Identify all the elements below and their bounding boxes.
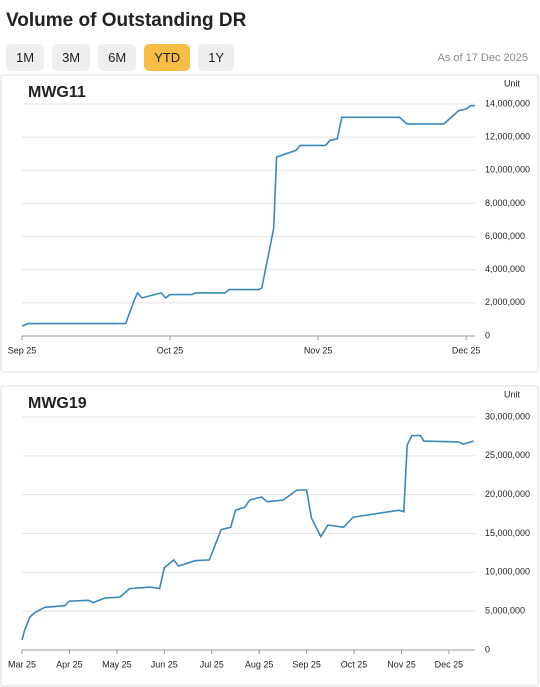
- x-tick-label: Dec 25: [452, 345, 481, 355]
- y-tick-label: 10,000,000: [485, 165, 530, 175]
- data-line: [21, 104, 475, 327]
- range-button[interactable]: YTD: [144, 44, 191, 71]
- y-tick-label: 6,000,000: [485, 231, 525, 241]
- range-button[interactable]: 1M: [6, 44, 45, 71]
- range-buttons: 1M 3M 6M YTD 1Y: [6, 44, 235, 71]
- x-tick-label: Jul 25: [200, 659, 224, 669]
- chart-title: MWG11: [28, 84, 86, 101]
- page-title: Volume of Outstanding DR: [6, 10, 247, 31]
- y-tick-label: 0: [485, 330, 490, 340]
- range-button[interactable]: 1Y: [198, 44, 235, 71]
- x-tick-label: Nov 25: [304, 345, 333, 355]
- y-tick-label: 5,000,000: [485, 606, 525, 616]
- y-tick-label: 15,000,000: [485, 528, 530, 538]
- x-tick-label: Jun 25: [151, 659, 178, 669]
- y-tick-label: 2,000,000: [485, 297, 525, 307]
- x-tick-label: Apr 25: [56, 659, 83, 669]
- x-tick-label: Oct 25: [341, 659, 368, 669]
- y-axis-label: Unit: [504, 78, 521, 88]
- y-axis-label: Unit: [504, 389, 521, 399]
- y-tick-label: 8,000,000: [485, 198, 525, 208]
- y-tick-label: 20,000,000: [485, 489, 530, 499]
- y-tick-label: 12,000,000: [485, 132, 530, 142]
- y-tick-label: 0: [485, 644, 490, 654]
- y-tick-label: 14,000,000: [485, 98, 530, 108]
- x-tick-label: Oct 25: [157, 345, 184, 355]
- data-line: [21, 434, 474, 641]
- x-tick-label: Mar 25: [8, 659, 36, 669]
- chart-panel: [0, 74, 539, 373]
- x-tick-label: Aug 25: [245, 659, 274, 669]
- range-button[interactable]: 6M: [98, 44, 137, 71]
- x-tick-label: Dec 25: [435, 659, 464, 669]
- as-of-date: As of 17 Dec 2025: [437, 52, 528, 64]
- x-tick-label: May 25: [102, 659, 132, 669]
- x-tick-label: Sep 25: [8, 345, 37, 355]
- chart-panel: [0, 385, 539, 687]
- y-tick-label: 10,000,000: [485, 567, 530, 577]
- chart-title: MWG19: [28, 395, 87, 412]
- range-button[interactable]: 3M: [52, 44, 91, 71]
- y-tick-label: 25,000,000: [485, 450, 530, 460]
- y-tick-label: 30,000,000: [485, 411, 530, 421]
- x-tick-label: Nov 25: [387, 659, 416, 669]
- y-tick-label: 4,000,000: [485, 264, 525, 274]
- x-tick-label: Sep 25: [292, 659, 321, 669]
